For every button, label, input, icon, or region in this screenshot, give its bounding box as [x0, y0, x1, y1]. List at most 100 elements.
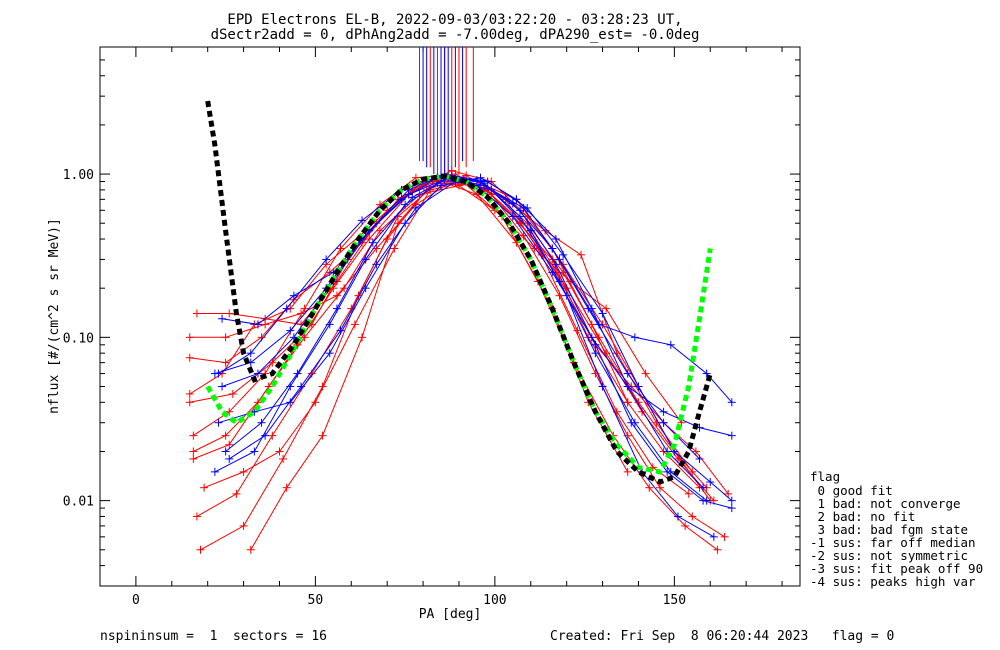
data-point-red [641, 369, 650, 378]
data-point-blue [358, 216, 367, 225]
data-point-red [713, 545, 722, 554]
data-point-blue [297, 382, 306, 391]
data-point-red [602, 304, 611, 313]
data-point-blue [261, 431, 270, 440]
chart-subtitle: dSectr2add = 0, dPhAng2add = -7.00deg, d… [211, 27, 700, 43]
data-point-red [530, 244, 539, 253]
series-line-red [203, 180, 693, 489]
data-point-blue [508, 199, 517, 208]
data-point-blue [555, 277, 564, 286]
legend-item: -1 sus: far off median [810, 535, 976, 550]
data-point-blue [562, 291, 571, 300]
legend-item: 0 good fit [810, 483, 893, 498]
data-point-red [221, 358, 230, 367]
data-point-red [185, 333, 194, 342]
data-point-blue [289, 291, 298, 300]
data-point-red [681, 521, 690, 530]
data-point-red [221, 333, 230, 342]
data-point-red [282, 483, 291, 492]
data-point-blue [702, 496, 711, 505]
data-point-red [225, 440, 234, 449]
data-point-blue [246, 349, 255, 358]
data-point-red [196, 545, 205, 554]
legend-item: 1 bad: not converge [810, 496, 961, 511]
data-point-blue [548, 244, 557, 253]
series-line-red [189, 181, 718, 551]
x-tick-label: 100 [483, 593, 506, 608]
legend-item: 2 bad: no fit [810, 509, 915, 524]
series-line-red [196, 174, 689, 517]
data-point-red [185, 353, 194, 362]
axis-tick-labels: 0 50 100 150 0.01 0.10 1.00 [63, 168, 686, 608]
data-point-red [390, 244, 399, 253]
data-point-blue [526, 226, 535, 235]
y-tick-label: 1.00 [63, 168, 94, 183]
data-point-red [623, 398, 632, 407]
data-point-red [383, 206, 392, 215]
y-tick-label: 0.01 [63, 495, 94, 510]
data-point-red [311, 398, 320, 407]
footer-right: Created: Fri Sep 8 06:20:44 2023 flag = … [550, 629, 894, 644]
data-point-red [225, 309, 234, 318]
data-point-red [275, 447, 284, 456]
data-point-blue [523, 203, 532, 212]
x-tick-label: 50 [308, 593, 324, 608]
data-point-blue [322, 255, 331, 264]
data-point-blue [257, 418, 266, 427]
data-point-blue [221, 447, 230, 456]
legend-item: -3 sus: fit peak off 90 [810, 561, 983, 576]
data-point-blue [673, 512, 682, 521]
data-point-red [594, 333, 603, 342]
y-axis-label: nflux [#/(cm^2 s sr MeV)] [47, 218, 62, 414]
fit-curve-black [205, 100, 713, 485]
series-line-red [193, 177, 725, 538]
data-point-blue [508, 212, 517, 221]
data-point-red [232, 489, 241, 498]
footer-left: nspininsum = 1 sectors = 16 [100, 629, 327, 644]
series-line-blue [222, 177, 733, 403]
data-point-blue [332, 304, 341, 313]
data-point-red [656, 483, 664, 492]
data-point-blue [372, 260, 381, 269]
data-point-blue [706, 478, 715, 487]
data-point-blue [253, 320, 262, 329]
data-point-red [300, 333, 309, 342]
data-point-blue [551, 260, 560, 269]
data-point-red [350, 320, 359, 329]
legend-item: 3 bad: bad fgm state [810, 522, 968, 537]
data-point-red [189, 431, 198, 440]
data-point-red [365, 235, 374, 244]
data-point-red [189, 454, 198, 463]
data-point-red [688, 512, 697, 521]
data-point-blue [325, 349, 334, 358]
data-point-blue [286, 326, 295, 335]
data-point-blue [727, 431, 736, 440]
data-point-blue [401, 200, 410, 209]
plot-frame [99, 46, 801, 587]
data-point-blue [408, 193, 417, 202]
series-line-blue [214, 179, 732, 509]
data-point-blue [695, 454, 704, 463]
data-point-blue [225, 454, 234, 463]
data-point-blue [555, 255, 564, 264]
data-point-blue [336, 326, 345, 335]
chart-title: EPD Electrons EL-B, 2022-09-03/03:22:20 … [227, 12, 682, 28]
data-point-red [318, 431, 327, 440]
data-point-blue [397, 195, 406, 204]
legend-item: -2 sus: not symmetric [810, 548, 968, 563]
flag-legend: flag 0 good fit 1 bad: not converge 2 ba… [810, 469, 983, 589]
data-point-red [185, 389, 194, 398]
data-point-blue [727, 504, 736, 513]
data-point-red [225, 407, 234, 416]
data-point-red [720, 532, 729, 541]
series-line-red [189, 173, 729, 495]
x-axis-label: PA [deg] [419, 607, 482, 622]
data-point-blue [659, 407, 668, 416]
data-point-blue [666, 467, 675, 476]
series-line-blue [214, 177, 700, 460]
data-point-blue [411, 203, 420, 212]
series-line-red [193, 185, 682, 460]
data-point-blue [591, 340, 600, 349]
data-point-blue [472, 175, 481, 184]
data-point-red [239, 467, 248, 476]
